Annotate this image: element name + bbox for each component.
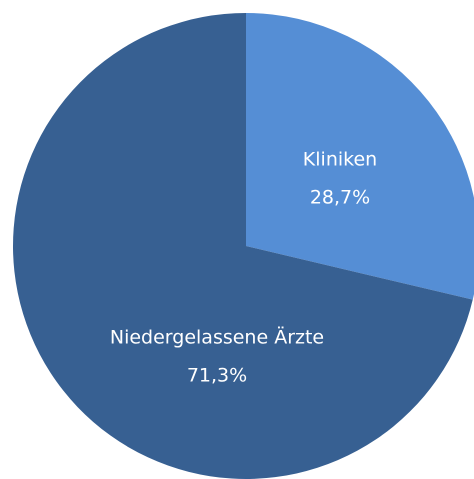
slice-value: 28,7%	[310, 187, 370, 209]
slice-value: 71,3%	[187, 365, 247, 387]
slice-label: Kliniken	[303, 149, 377, 171]
pie-slice	[246, 13, 474, 300]
pie-slice	[12, 13, 473, 479]
slice-label: Niedergelassene Ärzte	[110, 326, 324, 349]
